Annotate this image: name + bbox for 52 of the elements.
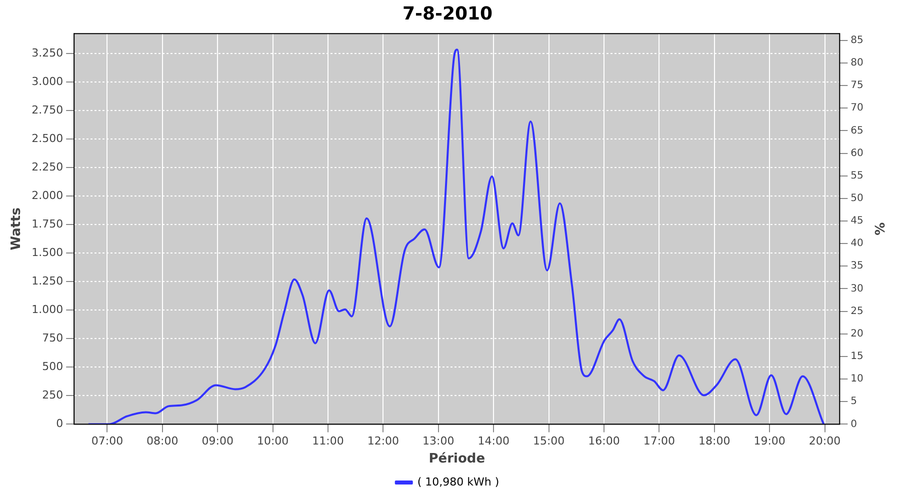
y2-tick-label: 25 [850,306,864,317]
y-tick-label: 2.750 [32,103,64,116]
x-tick-label: 08:00 [146,434,178,448]
x-tick-label: 16:00 [588,434,620,448]
chart-title: 7-8-2010 [402,3,493,24]
x-tick-label: 18:00 [698,434,730,448]
legend-label: ( 10,980 kWh ) [417,475,500,488]
y2-tick-label: 45 [850,216,864,227]
y2-tick-label: 40 [850,238,864,250]
x-tick-label: 14:00 [478,434,510,448]
x-tick-label: 17:00 [643,434,676,448]
y-tick-label: 1.750 [32,217,64,230]
x-tick-label: 19:00 [754,434,786,448]
y2-tick-label: 65 [850,125,864,136]
y2-tick-label: 35 [850,260,864,272]
y-tick-label: 250 [42,388,64,402]
y2-tick-label: 20 [850,328,864,340]
y-tick-label: 2.500 [32,132,64,145]
x-tick-label: 07:00 [91,434,124,448]
line-series [87,48,825,424]
x-axis-title: Période [428,452,486,467]
y-tick-label: 2.000 [32,188,64,202]
y-tick-label: 3.250 [32,46,64,60]
x-tick-label: 15:00 [532,434,565,448]
y2-tick-label: 0 [850,418,858,430]
y-tick-label: 1.500 [32,246,64,259]
x-tick-label: 12:00 [367,434,400,448]
x-tick-label: 20:00 [808,434,841,448]
y-tick-label: 2.250 [32,160,64,174]
y-tick-label: 3.000 [32,74,64,88]
y2-tick-label: 15 [850,351,864,362]
y2-tick-label: 10 [850,374,864,385]
x-tick-label: 11:00 [312,434,344,448]
y-tick-label: 750 [42,332,64,345]
y2-tick-label: 75 [850,80,864,92]
y-tick-label: 1.250 [32,274,64,288]
y2-axis-title: % [870,222,886,236]
y2-tick-label: 5 [850,396,858,408]
y-tick-label: 1.000 [32,303,64,316]
y2-tick-label: 70 [850,102,864,114]
y2-tick-label: 55 [850,170,864,182]
x-tick-label: 13:00 [422,434,454,448]
y2-tick-label: 85 [850,34,864,46]
x-tick-label: 10:00 [256,434,289,448]
y2-tick-label: 50 [850,193,864,204]
y2-tick-label: 80 [850,58,864,69]
y-tick-label: 500 [42,360,64,374]
y2-tick-label: 30 [850,283,864,294]
x-tick-label: 09:00 [202,434,234,448]
y-axis-title: Watts [9,207,24,250]
y-tick-label: 0 [56,417,64,430]
y2-tick-label: 60 [850,148,864,159]
